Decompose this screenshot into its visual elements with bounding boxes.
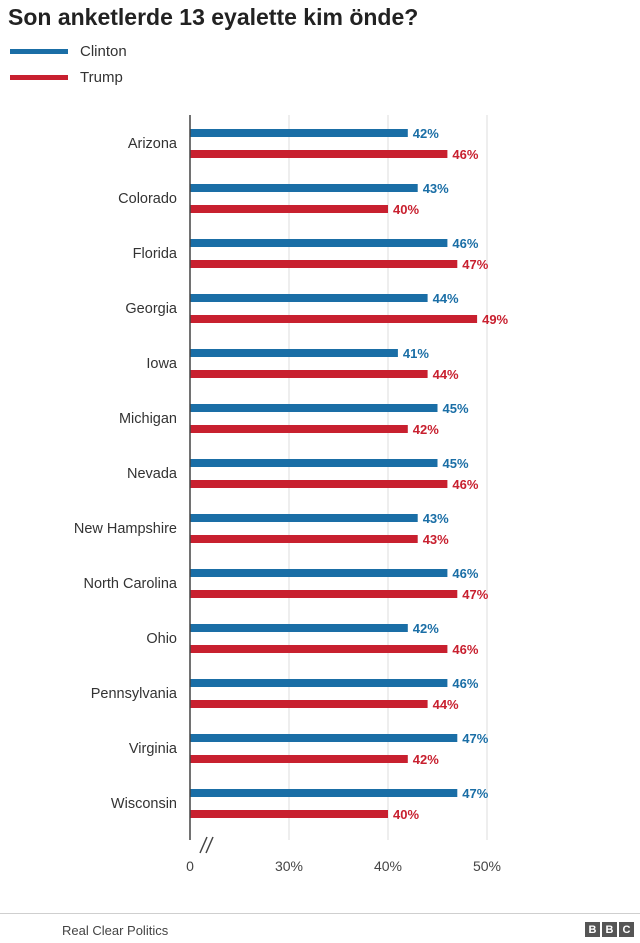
data-label-trump: 44% (433, 367, 459, 382)
bbc-logo-letter: B (585, 922, 600, 937)
data-label-trump: 49% (482, 312, 508, 327)
data-label-trump: 40% (393, 202, 419, 217)
axis-break-mark (205, 836, 214, 854)
bar-trump (190, 260, 458, 268)
data-label-clinton: 43% (423, 511, 449, 526)
category-label: New Hampshire (74, 521, 177, 537)
category-label: Nevada (127, 466, 178, 482)
bar-clinton (190, 294, 428, 302)
bar-clinton (190, 349, 398, 357)
footer-divider (0, 913, 640, 914)
bar-trump (190, 205, 388, 213)
legend-label-clinton: Clinton (80, 42, 127, 60)
bar-trump (190, 535, 418, 543)
bar-trump (190, 425, 408, 433)
legend-swatch-clinton (10, 48, 68, 54)
data-label-clinton: 41% (403, 346, 429, 361)
data-label-trump: 46% (452, 642, 478, 657)
category-label: Wisconsin (111, 796, 177, 812)
data-label-clinton: 45% (443, 456, 469, 471)
x-tick-label: 0 (186, 858, 194, 874)
bar-clinton (190, 184, 418, 192)
data-label-trump: 46% (452, 477, 478, 492)
bar-clinton (190, 459, 438, 467)
data-label-clinton: 47% (462, 786, 488, 801)
axis-break-mark (199, 836, 208, 854)
data-label-trump: 46% (452, 147, 478, 162)
bar-trump (190, 645, 448, 653)
bar-clinton (190, 624, 408, 632)
data-label-clinton: 46% (452, 566, 478, 581)
data-label-clinton: 43% (423, 181, 449, 196)
bbc-logo-letter: C (619, 922, 634, 937)
category-label: Michigan (119, 411, 177, 427)
x-tick-label: 30% (275, 858, 303, 874)
legend-label-trump: Trump (80, 68, 123, 86)
data-label-trump: 40% (393, 807, 419, 822)
category-label: Iowa (146, 356, 178, 372)
data-label-clinton: 42% (413, 621, 439, 636)
bbc-logo: B B C (585, 922, 634, 937)
category-label: Arizona (128, 136, 178, 152)
bar-clinton (190, 789, 458, 797)
bar-clinton (190, 129, 408, 137)
category-label: Pennsylvania (91, 686, 178, 702)
bar-clinton (190, 569, 448, 577)
data-label-clinton: 42% (413, 126, 439, 141)
bar-chart: 42% 46% Arizona 43% 40% Colorado 46% 47% Florida… (74, 115, 509, 874)
bar-trump (190, 480, 448, 488)
bar-clinton (190, 734, 458, 742)
bar-clinton (190, 404, 438, 412)
bar-clinton (190, 679, 448, 687)
data-label-trump: 42% (413, 752, 439, 767)
data-label-clinton: 46% (452, 676, 478, 691)
data-label-trump: 43% (423, 532, 449, 547)
bar-trump (190, 700, 428, 708)
data-label-trump: 44% (433, 697, 459, 712)
bar-trump (190, 755, 408, 763)
bar-clinton (190, 514, 418, 522)
bar-trump (190, 315, 478, 323)
data-label-clinton: 46% (452, 236, 478, 251)
legend: Clinton Trump (10, 38, 127, 90)
bar-trump (190, 810, 388, 818)
category-label: Georgia (125, 301, 178, 317)
bbc-logo-letter: B (602, 922, 617, 937)
data-label-trump: 47% (462, 587, 488, 602)
legend-swatch-trump (10, 74, 68, 80)
x-tick-label: 40% (374, 858, 402, 874)
category-label: Virginia (129, 741, 178, 757)
category-label: Florida (133, 246, 178, 262)
bar-clinton (190, 239, 448, 247)
source-text: Real Clear Politics (62, 923, 169, 938)
category-label: North Carolina (84, 576, 178, 592)
chart-title: Son anketlerde 13 eyalette kim önde? (8, 4, 419, 30)
x-tick-label: 50% (473, 858, 501, 874)
data-label-clinton: 44% (433, 291, 459, 306)
bar-trump (190, 150, 448, 158)
category-label: Colorado (118, 191, 177, 207)
data-label-trump: 47% (462, 257, 488, 272)
legend-item-clinton: Clinton (10, 38, 127, 64)
bar-trump (190, 370, 428, 378)
bar-trump (190, 590, 458, 598)
data-label-clinton: 47% (462, 731, 488, 746)
data-label-trump: 42% (413, 422, 439, 437)
category-label: Ohio (146, 631, 177, 647)
legend-item-trump: Trump (10, 64, 127, 90)
data-label-clinton: 45% (443, 401, 469, 416)
